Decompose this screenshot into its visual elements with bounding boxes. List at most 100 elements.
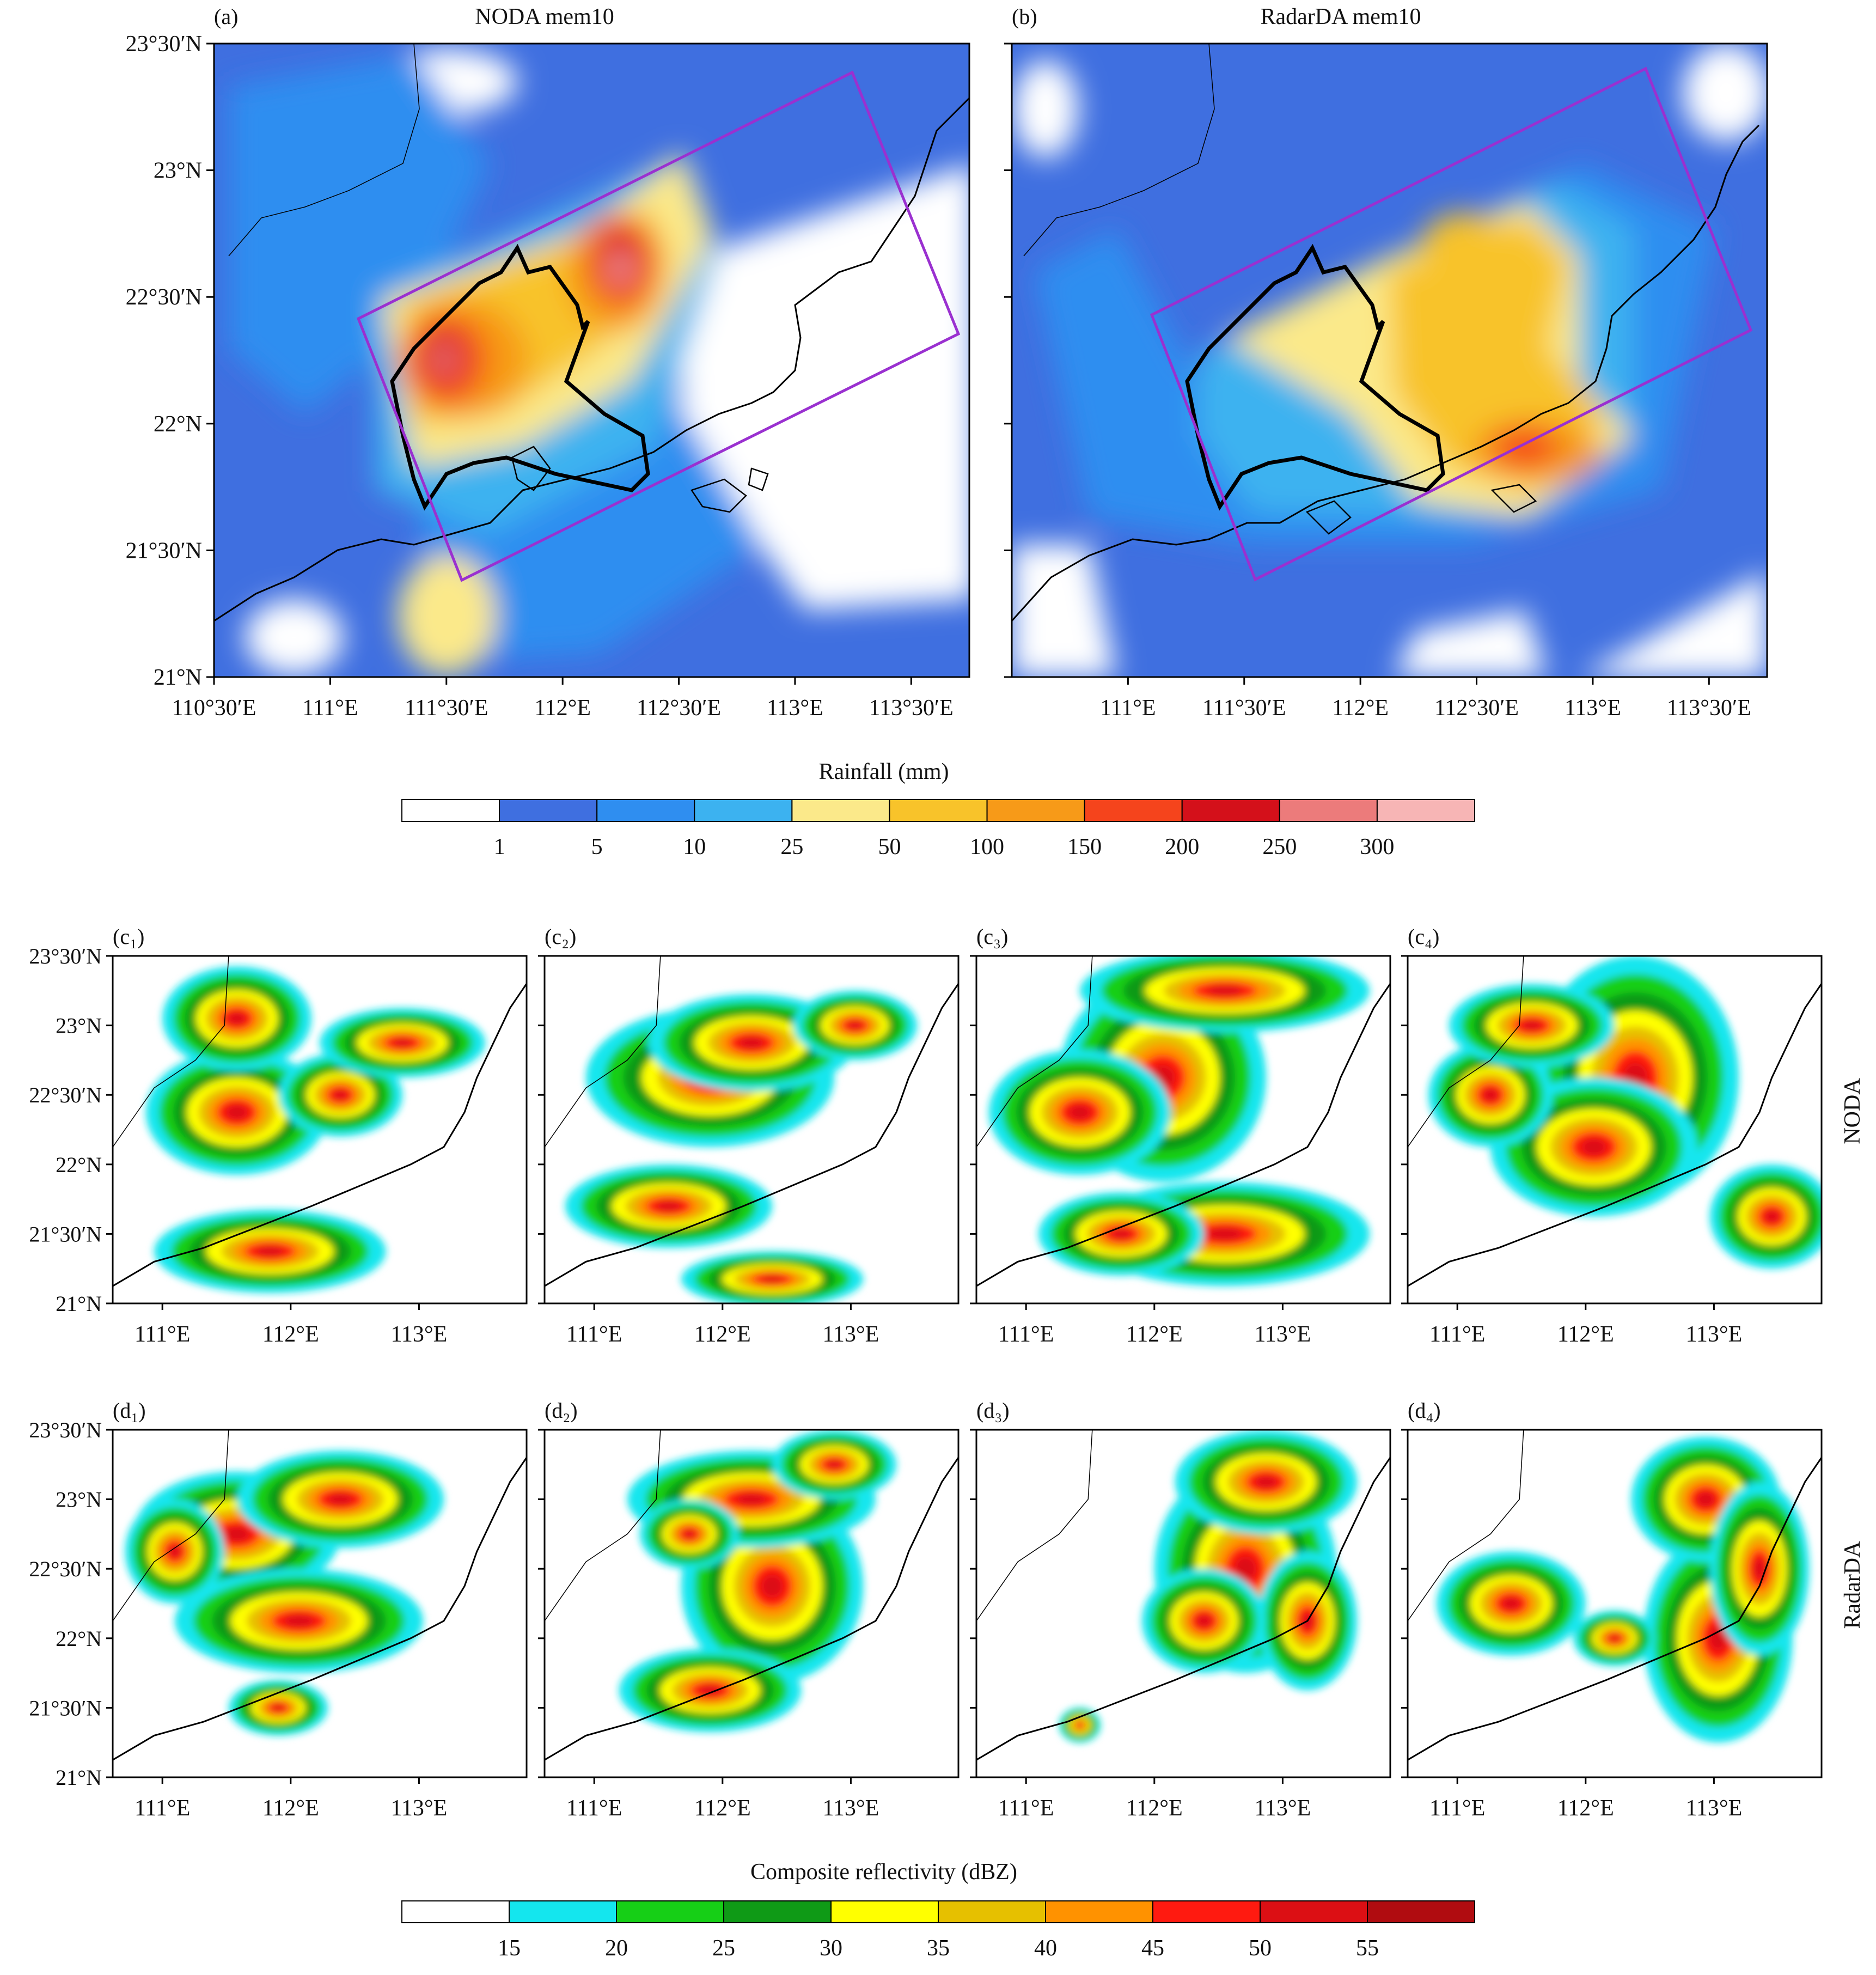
x-tick-label: 113°E <box>1565 696 1621 721</box>
x-tick-label: 112°E <box>1332 696 1389 721</box>
x-tick-label: 111°E <box>135 1322 190 1347</box>
colorbar-label: 1 <box>494 834 505 860</box>
colorbar-swatch <box>1260 1900 1368 1923</box>
colorbar-label: 50 <box>1249 1936 1272 1961</box>
colorbar-label: 35 <box>927 1936 950 1961</box>
coastline <box>1408 983 1822 1287</box>
panel-a-frame <box>213 42 970 678</box>
x-tick-label: 112°E <box>1126 1322 1183 1347</box>
x-tick-label: 113°E <box>390 1796 447 1821</box>
panel-a-y-axis: 23°30′N 23°N 22°30′N 22°N 21°30′N 21°N <box>126 32 214 690</box>
colorbar-swatch <box>1084 799 1183 822</box>
panel-b: (b) RadarDA mem10 111°E 111°30′E 112°E 112°… <box>1004 4 1768 721</box>
colorbar-label: 10 <box>683 834 706 860</box>
panel-tag: (d₄) <box>1408 1398 1441 1423</box>
colorbar-label: 50 <box>878 834 901 860</box>
y-tick-label: 23°N <box>154 159 202 184</box>
colorbar-label: 25 <box>780 834 803 860</box>
analysis-box <box>356 70 961 582</box>
row-label-noda: NODA <box>1840 1078 1865 1144</box>
coastline <box>976 983 1390 1287</box>
coastline <box>545 1457 958 1761</box>
panel-b-frame <box>1011 42 1768 678</box>
x-tick-label: 111°E <box>1429 1322 1485 1347</box>
x-tick-label: 112°30′E <box>637 696 721 721</box>
x-tick-label: 112°E <box>694 1796 751 1821</box>
panel-a-x-axis: 110°30′E 111°E 111°30′E 112°E 112°30′E 113°E 1… <box>172 677 954 721</box>
y-tick-label: 22°30′N <box>29 1557 102 1581</box>
x-tick-label: 111°30′E <box>1202 696 1286 721</box>
x-tick-label: 112°E <box>1126 1796 1183 1821</box>
x-tick-label: 111°E <box>566 1322 622 1347</box>
x-tick-label: 111°30′E <box>405 696 488 721</box>
x-tick-label: 111°E <box>302 696 358 721</box>
y-tick-label: 22°N <box>56 1153 102 1177</box>
coastline <box>113 1457 527 1761</box>
colorbar-swatch <box>1367 1900 1475 1923</box>
panel-a: (a) NODA mem10 110°30′E 111°E 111°30′E 112°… <box>126 4 970 721</box>
colorbar-label: 45 <box>1141 1936 1164 1961</box>
colorbar-label: 300 <box>1360 834 1394 860</box>
panel-a-title: NODA mem10 <box>475 4 614 29</box>
x-tick-label: 112°30′E <box>1434 696 1519 721</box>
reflectivity-panel: (c₂) 111°E 112°E 113°E <box>538 924 960 1347</box>
reflectivity-panels: (c₁) 111°E 112°E 113°E 23°30′N 23°N 22°30′N 22°… <box>29 924 1823 1821</box>
reflectivity-panel: (d₁) 111°E 112°E 113°E 23°30′N 23°N 22°30′N 22°… <box>29 1398 528 1821</box>
x-tick-label: 113°E <box>1254 1796 1311 1821</box>
colorbar-swatch <box>830 1900 939 1923</box>
y-tick-label: 23°N <box>56 1014 102 1038</box>
reflectivity-panel: (c₃) 111°E 112°E 113°E <box>970 924 1391 1347</box>
y-tick-label: 22°30′N <box>29 1083 102 1107</box>
panel-tag: (c₄) <box>1408 924 1439 949</box>
x-tick-label: 111°E <box>135 1796 190 1821</box>
reflectivity-colorbar-title: Composite reflectivity (dBZ) <box>750 1860 1017 1885</box>
colorbar-swatch <box>791 799 890 822</box>
y-tick-label: 23°30′N <box>126 32 202 57</box>
colorbar-label: 250 <box>1262 834 1297 860</box>
y-tick-label: 23°N <box>56 1488 102 1512</box>
x-tick-label: 112°E <box>1557 1796 1614 1821</box>
colorbar-swatch <box>694 799 793 822</box>
colorbar-swatch <box>616 1900 724 1923</box>
colorbar-swatch <box>938 1900 1046 1923</box>
y-tick-label: 21°N <box>56 1291 102 1316</box>
y-tick-label: 23°30′N <box>29 1418 102 1442</box>
x-tick-label: 113°30′E <box>1667 696 1751 721</box>
colorbar-swatch <box>509 1900 617 1923</box>
colorbar-swatch <box>1045 1900 1153 1923</box>
panel-tag: (c₂) <box>545 924 576 949</box>
x-tick-label: 113°30′E <box>869 696 954 721</box>
panel-b-y-axis <box>1004 42 1012 678</box>
colorbar-label: 20 <box>605 1936 628 1961</box>
colorbar-label: 5 <box>591 834 603 860</box>
colorbar-label: 40 <box>1034 1936 1057 1961</box>
x-tick-label: 113°E <box>1254 1322 1311 1347</box>
y-tick-label: 21°30′N <box>29 1696 102 1720</box>
colorbar-swatch <box>889 799 988 822</box>
colorbar-label: 200 <box>1165 834 1199 860</box>
coastline <box>214 97 969 622</box>
colorbar-swatch <box>499 799 598 822</box>
x-tick-label: 113°E <box>390 1322 447 1347</box>
y-tick-label: 23°30′N <box>29 944 102 968</box>
panel-a-rainfall-field <box>214 44 969 677</box>
x-tick-label: 111°E <box>998 1322 1054 1347</box>
reflectivity-panel: (c₄) 111°E 112°E 113°E <box>1401 924 1823 1347</box>
x-tick-label: 111°E <box>1100 696 1156 721</box>
reflectivity-panel: (d₂) 111°E 112°E 113°E <box>538 1398 960 1821</box>
colorbar-label: 55 <box>1356 1936 1379 1961</box>
colorbar-swatch <box>723 1900 832 1923</box>
panel-tag: (d₁) <box>113 1398 146 1423</box>
rainfall-colorbar-title: Rainfall (mm) <box>818 759 949 784</box>
panel-b-x-axis: 111°E 111°30′E 112°E 112°30′E 113°E 113°30′E <box>1100 677 1751 721</box>
x-tick-label: 113°E <box>1685 1796 1742 1821</box>
basin-outline <box>390 243 650 511</box>
reflectivity-panel: (d₃) 111°E 112°E 113°E <box>970 1398 1391 1821</box>
x-tick-label: 112°E <box>694 1322 751 1347</box>
y-tick-label: 21°N <box>154 665 202 690</box>
x-tick-label: 113°E <box>1685 1322 1742 1347</box>
y-tick-label: 22°N <box>56 1626 102 1651</box>
colorbar-swatch <box>986 799 1085 822</box>
colorbar-swatch <box>401 799 500 822</box>
